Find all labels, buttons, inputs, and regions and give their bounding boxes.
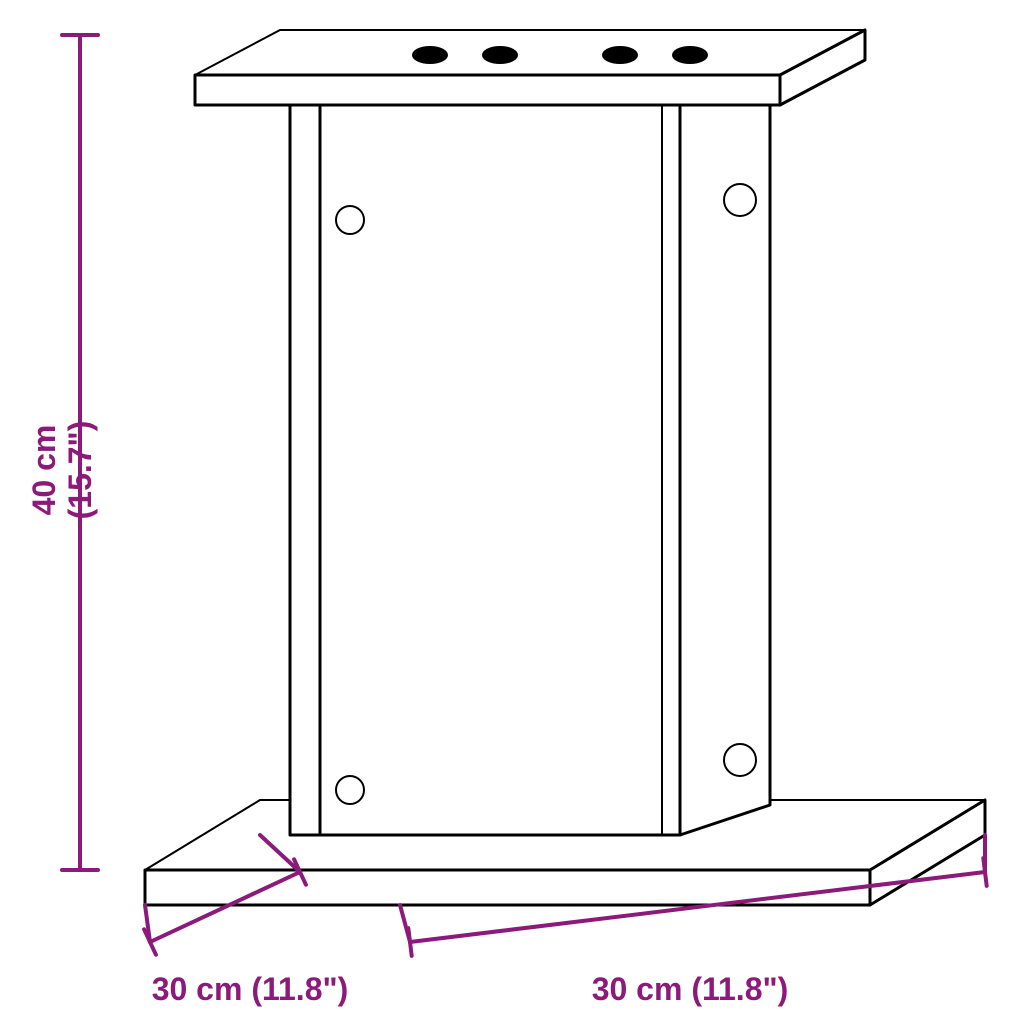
cam-lock-hole <box>336 206 364 234</box>
mounting-hole <box>412 46 448 64</box>
depth-label: 30 cm (11.8") <box>152 971 349 1007</box>
mounting-hole <box>672 46 708 64</box>
cam-lock-hole <box>724 184 756 216</box>
cam-lock-hole <box>336 776 364 804</box>
dimension-label: 30 cm (11.8") <box>152 971 349 1007</box>
dimension-label: 30 cm (11.8") <box>592 971 789 1007</box>
dimension-label: 40 cm(15.7") <box>26 421 98 520</box>
height-label: 40 cm(15.7") <box>26 421 98 520</box>
cam-lock-hole <box>724 744 756 776</box>
mounting-hole <box>482 46 518 64</box>
mounting-hole <box>602 46 638 64</box>
width-label: 30 cm (11.8") <box>592 971 789 1007</box>
dimension-diagram: 40 cm(15.7") 30 cm (11.8") 30 cm (11.8") <box>0 0 1024 1024</box>
speaker-stand <box>145 30 985 905</box>
